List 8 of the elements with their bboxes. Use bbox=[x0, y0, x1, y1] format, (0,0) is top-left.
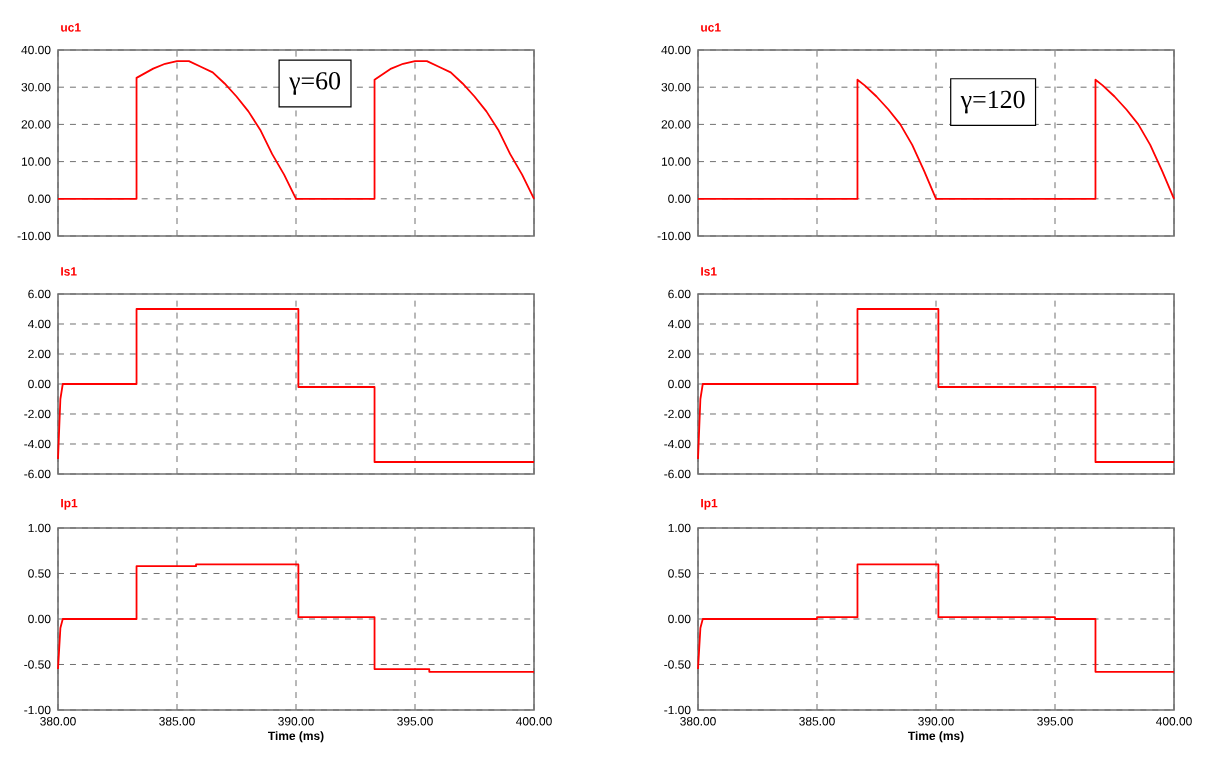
line-series bbox=[697, 563, 1175, 673]
line-series bbox=[697, 78, 1175, 200]
line-series bbox=[57, 563, 535, 673]
annotation: γ=60 bbox=[289, 72, 341, 95]
line-series bbox=[697, 308, 1175, 463]
annotation: γ=120 bbox=[960, 90, 1025, 114]
line-series bbox=[57, 60, 535, 200]
line-series bbox=[57, 308, 535, 463]
